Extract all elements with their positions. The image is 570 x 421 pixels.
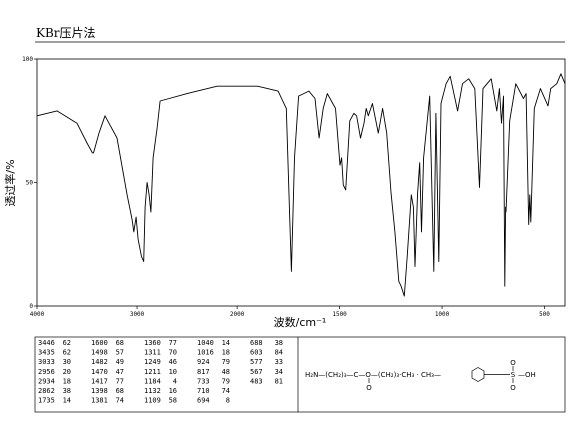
peak-transmittance: 79 (222, 358, 230, 366)
peak-transmittance: 68 (116, 387, 124, 395)
peak-wavenumber: 1417 (91, 377, 108, 385)
peak-transmittance: 62 (63, 349, 71, 357)
peak-wavenumber: 1016 (197, 349, 214, 357)
peak-wavenumber: 924 (197, 358, 210, 366)
peak-wavenumber: 603 (250, 349, 263, 357)
peak-wavenumber: 1381 (91, 397, 108, 405)
structure-atom: O (510, 359, 516, 367)
peak-transmittance: 8 (226, 397, 230, 405)
peak-transmittance: 74 (116, 397, 124, 405)
structure-atom: O (510, 384, 516, 392)
peak-wavenumber: 567 (250, 368, 263, 376)
peak-transmittance: 77 (116, 377, 124, 385)
peak-transmittance: 47 (116, 368, 124, 376)
peak-wavenumber: 2956 (38, 368, 55, 376)
x-axis-label: 波数/cm⁻¹ (274, 316, 327, 329)
peak-transmittance: 62 (63, 339, 71, 347)
peak-transmittance: 81 (275, 377, 283, 385)
peak-transmittance: 48 (222, 368, 230, 376)
peak-wavenumber: 1498 (91, 349, 108, 357)
peak-wavenumber: 483 (250, 377, 263, 385)
table-frame (34, 336, 566, 413)
x-tick-label: 3000 (130, 311, 145, 318)
benzene-ring (471, 367, 485, 382)
x-tick-label: 2000 (230, 311, 245, 318)
peak-transmittance: 38 (63, 387, 71, 395)
peak-wavenumber: 1109 (144, 397, 161, 405)
peak-transmittance: 58 (169, 397, 177, 405)
peak-transmittance: 84 (275, 349, 283, 357)
peak-transmittance: 34 (275, 368, 283, 376)
peak-transmittance: 77 (169, 339, 177, 347)
x-tick-label: 1500 (332, 311, 347, 318)
peak-wavenumber: 1360 (144, 339, 161, 347)
x-tick-label: 4000 (30, 311, 45, 318)
peak-wavenumber: 1211 (144, 368, 161, 376)
peak-wavenumber: 1040 (197, 339, 214, 347)
peak-wavenumber: 3435 (38, 349, 55, 357)
spectrum-line (36, 73, 566, 297)
peak-transmittance: 46 (169, 358, 177, 366)
x-tick-label: 1000 (435, 311, 450, 318)
peak-wavenumber: 1735 (38, 397, 55, 405)
peak-transmittance: 14 (63, 397, 71, 405)
peak-transmittance: 33 (275, 358, 283, 366)
peak-wavenumber: 3446 (38, 339, 55, 347)
peak-transmittance: 38 (275, 339, 283, 347)
y-tick-label: 0 (29, 303, 33, 310)
peak-transmittance: 18 (63, 377, 71, 385)
peak-wavenumber: 733 (197, 377, 210, 385)
peak-transmittance: 49 (116, 358, 124, 366)
peak-wavenumber: 1132 (144, 387, 161, 395)
peak-wavenumber: 688 (250, 339, 263, 347)
chart-title: KBr压片法 (36, 26, 96, 40)
peak-transmittance: 57 (116, 349, 124, 357)
peak-wavenumber: 817 (197, 368, 210, 376)
peak-wavenumber: 1311 (144, 349, 161, 357)
peak-transmittance: 74 (222, 387, 230, 395)
structure-atom: S (511, 371, 516, 379)
peak-wavenumber: 1398 (91, 387, 108, 395)
peak-wavenumber: 3033 (38, 358, 55, 366)
y-tick-label: 50 (26, 180, 34, 187)
peak-wavenumber: 1249 (144, 358, 161, 366)
peak-transmittance: 30 (63, 358, 71, 366)
structure-atom: O (366, 384, 372, 392)
peak-transmittance: 18 (222, 349, 230, 357)
structure: H₂N—(CH₂)₃—C—O—(CH₂)₃·CH₃ · CH₃— O S O O… (305, 359, 536, 392)
x-tick-label: 500 (539, 311, 550, 318)
structure-atom: —OH (518, 371, 536, 379)
peak-wavenumber: 1470 (91, 368, 108, 376)
structure-chain: H₂N—(CH₂)₃—C—O—(CH₂)₃·CH₃ · CH₃— (305, 371, 441, 379)
peak-transmittance: 68 (116, 339, 124, 347)
peak-wavenumber: 2862 (38, 387, 55, 395)
peak-wavenumber: 1184 (144, 377, 161, 385)
peak-transmittance: 79 (222, 377, 230, 385)
peak-transmittance: 16 (169, 387, 177, 395)
peak-transmittance: 4 (173, 377, 177, 385)
y-tick-label: 100 (22, 56, 33, 63)
peak-wavenumber: 1482 (91, 358, 108, 366)
y-axis-label: 透过率/% (3, 159, 17, 206)
peak-wavenumber: 1600 (91, 339, 108, 347)
peak-wavenumber: 2934 (38, 377, 55, 385)
peak-wavenumber: 577 (250, 358, 263, 366)
peak-transmittance: 70 (169, 349, 177, 357)
peak-transmittance: 20 (63, 368, 71, 376)
plot-frame (36, 58, 566, 307)
peak-transmittance: 14 (222, 339, 230, 347)
peak-transmittance: 10 (169, 368, 177, 376)
peak-wavenumber: 694 (197, 397, 210, 405)
peak-wavenumber: 710 (197, 387, 210, 395)
